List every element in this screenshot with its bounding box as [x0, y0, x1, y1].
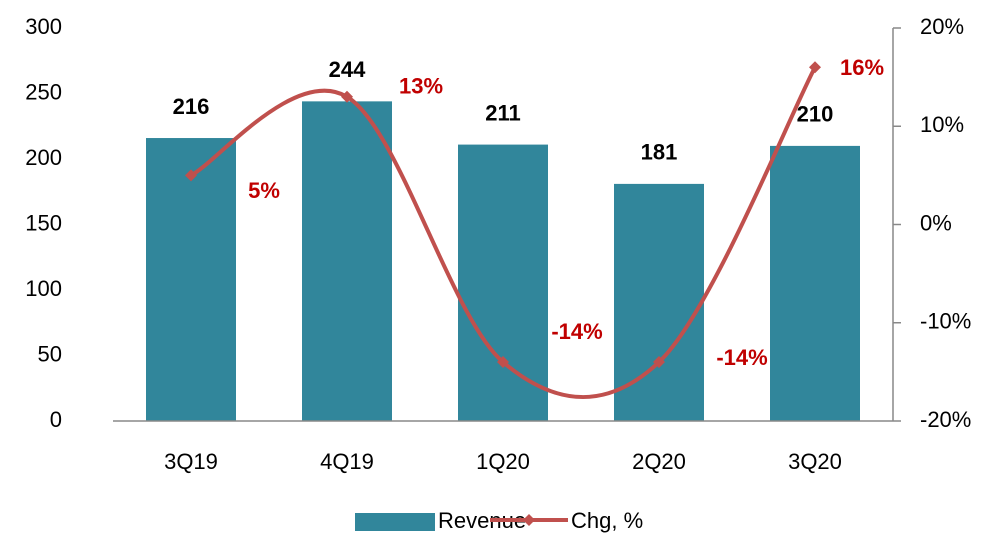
x-tick-label: 2Q20 — [632, 449, 686, 474]
y-tick-label: 100 — [25, 276, 62, 301]
y-tick-label: 250 — [25, 79, 62, 104]
bar — [458, 144, 548, 421]
x-tick-label: 4Q19 — [320, 449, 374, 474]
line-marker — [653, 356, 665, 369]
y2-tick-label: -20% — [920, 407, 971, 432]
line-label: -14% — [716, 345, 767, 370]
y2-tick-label: 20% — [920, 14, 964, 39]
bar — [146, 138, 236, 422]
y2-tick-label: 10% — [920, 112, 964, 137]
y2-tick-label: -10% — [920, 309, 971, 334]
y-tick-label: 0 — [50, 407, 62, 432]
line-marker — [185, 169, 197, 182]
bar-label: 210 — [797, 102, 834, 127]
bar-label: 181 — [641, 140, 678, 165]
line-label: 13% — [399, 74, 443, 99]
line-label: 5% — [248, 178, 280, 203]
legend-swatch — [355, 513, 435, 531]
x-tick-label: 1Q20 — [476, 449, 530, 474]
y-tick-label: 150 — [25, 210, 62, 235]
line-label: -14% — [551, 319, 602, 344]
bar — [614, 183, 704, 421]
legend-marker — [523, 514, 535, 526]
x-tick-label: 3Q19 — [164, 449, 218, 474]
bar-label: 211 — [485, 100, 521, 125]
bar-label: 216 — [173, 94, 210, 119]
line-marker — [341, 90, 353, 103]
line-marker — [497, 356, 509, 369]
line-marker — [809, 61, 821, 74]
y-tick-label: 300 — [25, 14, 62, 39]
y-tick-label: 50 — [38, 341, 62, 366]
bar — [770, 145, 860, 421]
y2-tick-label: 0% — [920, 210, 952, 235]
y-tick-label: 200 — [25, 145, 62, 170]
bar — [302, 101, 392, 422]
line-label: 16% — [840, 55, 884, 80]
bar-label: 244 — [329, 57, 366, 82]
legend-label: Chg, % — [571, 508, 643, 533]
x-tick-label: 3Q20 — [788, 449, 842, 474]
